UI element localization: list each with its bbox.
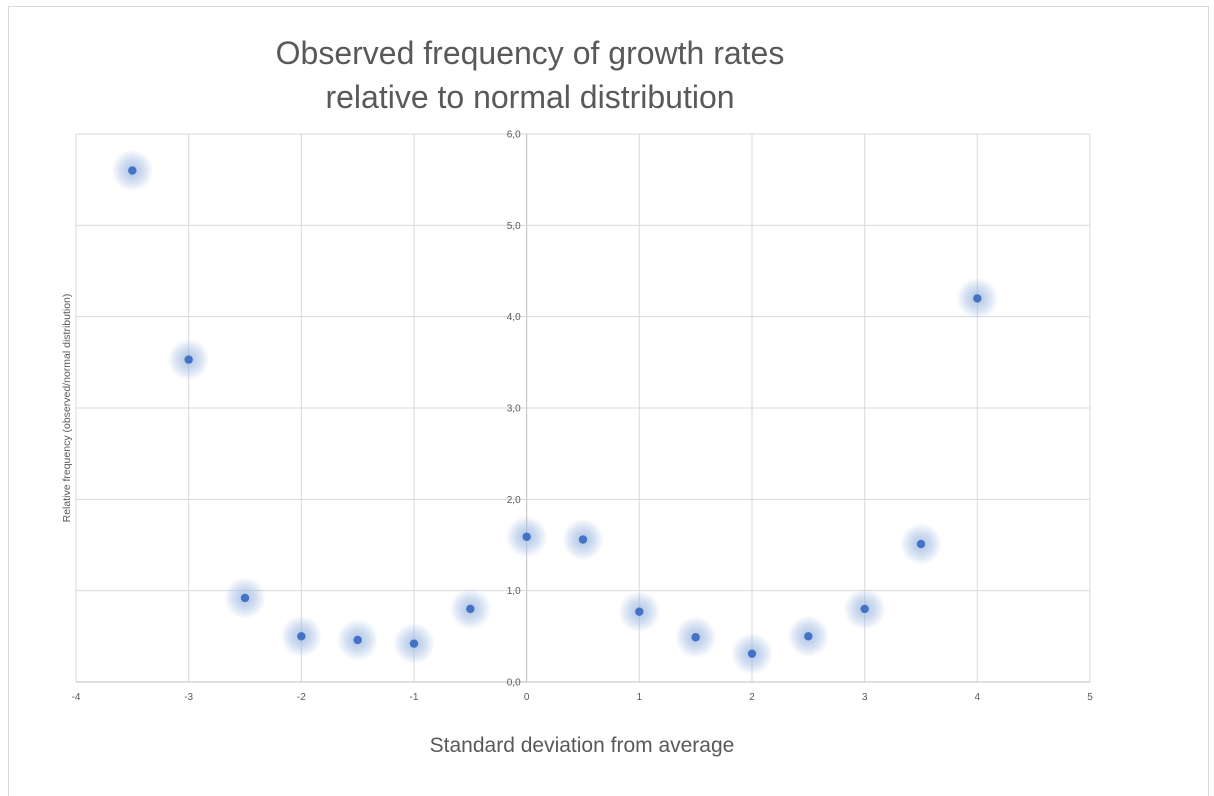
y-tick-label: 1,0 xyxy=(507,586,521,597)
axes xyxy=(76,134,1090,683)
data-point-marker xyxy=(297,632,306,641)
data-point-marker xyxy=(184,355,193,364)
data-point xyxy=(111,149,154,192)
y-tick-label: 0,0 xyxy=(507,678,521,689)
x-axis-title: Standard deviation from average xyxy=(430,734,735,757)
x-tick-label: -4 xyxy=(72,692,81,703)
y-tick-label: 2,0 xyxy=(507,495,521,506)
x-tick-label: -2 xyxy=(297,692,306,703)
data-point-marker xyxy=(240,593,250,603)
y-axis-title: Relative frequency (observed/normal dist… xyxy=(61,294,73,523)
chart-title-line-1: Observed frequency of growth rates xyxy=(276,35,785,71)
data-points xyxy=(111,149,999,675)
x-tick-label: 1 xyxy=(637,692,643,703)
data-point xyxy=(731,632,773,675)
y-tick-label: 5,0 xyxy=(507,221,521,232)
x-tick-label: 5 xyxy=(1087,692,1093,703)
data-point xyxy=(787,615,830,658)
data-point-marker xyxy=(916,539,926,549)
x-tick-label: 2 xyxy=(749,692,755,703)
y-tick-label: 3,0 xyxy=(507,404,521,415)
x-tick-labels: -4 -3 -2 -1 0 1 2 3 4 5 xyxy=(72,692,1094,703)
data-point xyxy=(167,338,210,381)
data-point xyxy=(674,616,717,659)
data-point xyxy=(843,587,886,630)
data-point xyxy=(336,618,379,661)
chart-frame xyxy=(8,6,1209,796)
data-point xyxy=(393,622,435,665)
data-point-marker xyxy=(747,649,757,658)
x-tick-label: 0 xyxy=(524,692,530,703)
data-point xyxy=(900,523,942,566)
data-point-marker xyxy=(128,166,137,175)
data-point xyxy=(280,615,323,658)
x-tick-label: -3 xyxy=(184,692,193,703)
data-point-marker xyxy=(973,294,982,303)
data-point-marker xyxy=(466,604,475,614)
data-point-marker xyxy=(578,535,588,544)
data-point-marker xyxy=(691,633,700,642)
y-tick-labels: 0,0 1,0 2,0 3,0 4,0 5,0 6,0 xyxy=(507,130,521,689)
data-point xyxy=(224,576,266,619)
y-tick-label: 6,0 xyxy=(507,130,521,141)
data-point xyxy=(449,587,492,630)
data-point xyxy=(505,515,548,558)
data-point-marker xyxy=(353,635,362,645)
chart-title-line-2: relative to normal distribution xyxy=(325,79,734,115)
data-point-marker xyxy=(522,532,531,541)
data-point-marker xyxy=(409,639,419,648)
x-tick-label: -1 xyxy=(410,692,419,703)
data-point-marker xyxy=(860,604,869,614)
data-point xyxy=(562,518,604,561)
x-tick-label: 3 xyxy=(862,692,868,703)
data-point-marker xyxy=(635,607,644,616)
x-tick-label: 4 xyxy=(975,692,981,703)
y-tick-label: 4,0 xyxy=(507,312,521,323)
data-point xyxy=(618,590,661,633)
data-point xyxy=(956,277,999,320)
data-point-marker xyxy=(804,632,813,641)
